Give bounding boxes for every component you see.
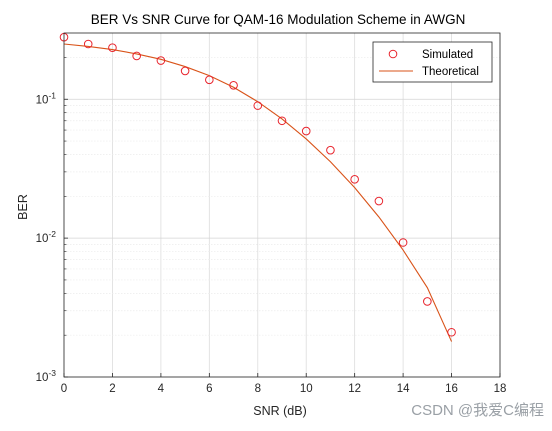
simulated-point	[156, 56, 166, 65]
x-tick-label: 16	[445, 383, 458, 395]
simulated-point	[229, 81, 238, 90]
x-axis-label: SNR (dB)	[253, 404, 306, 418]
legend-box	[372, 41, 493, 83]
watermark-text: CSDN @我爱C编程	[411, 402, 544, 419]
simulated-point	[83, 39, 93, 49]
simulated-point	[132, 51, 141, 61]
x-tick-label: 2	[109, 383, 115, 395]
x-tick-label: 8	[255, 383, 261, 395]
y-tick-label: 10-2	[36, 229, 57, 245]
x-tick-label: 10	[300, 383, 313, 395]
grid-lines	[63, 33, 501, 378]
x-tick-label: 14	[397, 383, 410, 395]
legend-label-theoretical: Theoretical	[422, 66, 479, 78]
plot-area	[64, 33, 500, 377]
x-tick-label: 4	[158, 383, 165, 395]
simulated-point	[447, 327, 456, 337]
simulated-point	[398, 238, 408, 247]
y-axis-label: BER	[16, 194, 30, 220]
simulated-point	[374, 196, 384, 206]
simulated-point	[301, 126, 311, 136]
y-tick-label: 10-3	[36, 368, 57, 384]
simulated-point	[350, 175, 359, 184]
legend-label-simulated: Simulated	[422, 49, 473, 61]
x-tick-label: 0	[61, 383, 67, 395]
simulated-point	[205, 75, 214, 85]
simulated-point	[108, 43, 117, 53]
simulated-point	[423, 297, 432, 306]
x-tick-label: 12	[348, 383, 361, 395]
simulated-point	[180, 66, 190, 76]
x-tick-label: 6	[206, 383, 212, 395]
chart-title: BER Vs SNR Curve for QAM-16 Modulation S…	[91, 12, 466, 27]
simulated-point	[277, 116, 287, 126]
simulated-point	[253, 101, 263, 110]
simulated-point	[326, 145, 335, 155]
x-tick-label: 18	[494, 383, 507, 395]
legend-marker-simulated	[388, 49, 398, 59]
y-tick-label: 10-1	[36, 90, 57, 106]
plot-border	[63, 32, 501, 378]
legend: Simulated Theoretical	[372, 41, 493, 83]
